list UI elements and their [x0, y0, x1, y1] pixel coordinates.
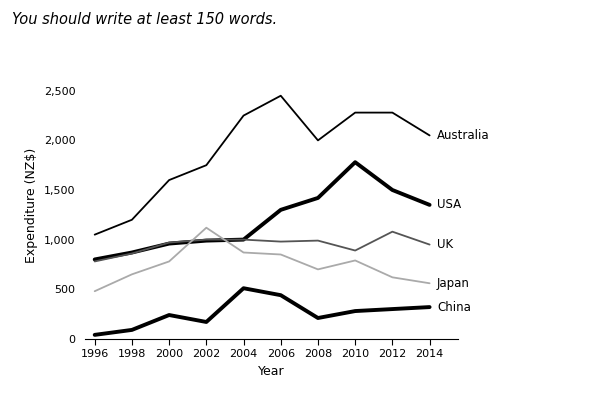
Y-axis label: Expenditure (NZ$): Expenditure (NZ$) — [26, 147, 38, 262]
Text: China: China — [437, 301, 471, 314]
Text: UK: UK — [437, 238, 453, 251]
Text: Australia: Australia — [437, 129, 490, 142]
Text: You should write at least 150 words.: You should write at least 150 words. — [12, 12, 278, 27]
Text: Japan: Japan — [437, 277, 470, 290]
X-axis label: Year: Year — [258, 365, 285, 378]
Text: USA: USA — [437, 199, 461, 211]
